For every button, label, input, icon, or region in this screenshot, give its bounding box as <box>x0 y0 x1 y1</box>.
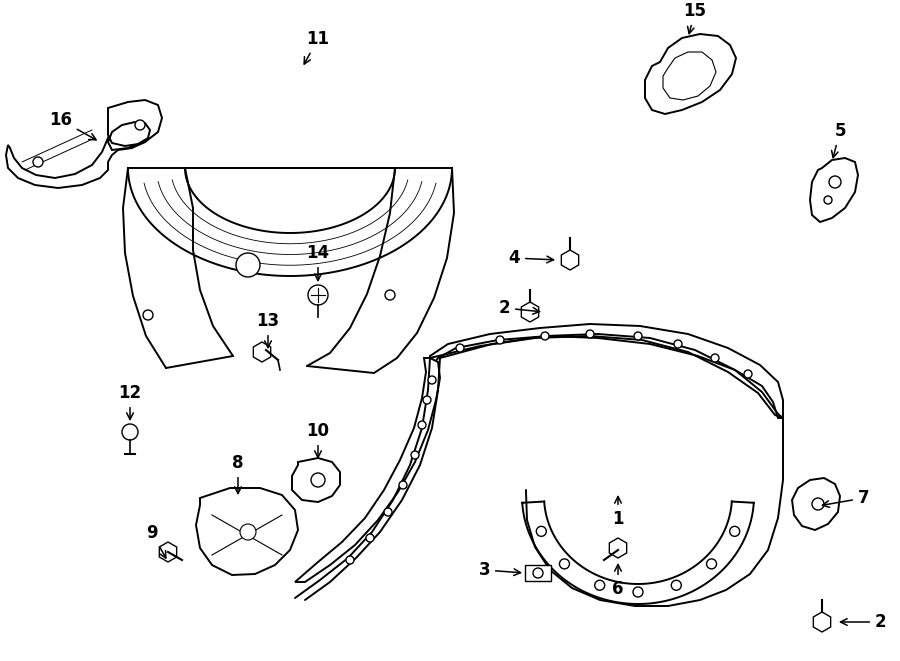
Circle shape <box>496 336 504 344</box>
Text: 2: 2 <box>499 299 539 317</box>
Circle shape <box>428 376 436 384</box>
Polygon shape <box>292 458 340 502</box>
Circle shape <box>411 451 419 459</box>
Text: 13: 13 <box>256 312 280 348</box>
Text: 10: 10 <box>307 422 329 457</box>
Text: 1: 1 <box>612 496 624 528</box>
Text: 12: 12 <box>119 384 141 420</box>
Circle shape <box>135 120 145 130</box>
Text: 11: 11 <box>304 30 329 64</box>
Circle shape <box>384 508 392 516</box>
Circle shape <box>308 285 328 305</box>
Polygon shape <box>663 52 716 100</box>
Text: 3: 3 <box>479 561 520 579</box>
Circle shape <box>399 481 407 489</box>
Text: 15: 15 <box>683 2 706 34</box>
Polygon shape <box>128 168 452 276</box>
Polygon shape <box>562 250 579 270</box>
Polygon shape <box>609 538 626 558</box>
Circle shape <box>671 580 681 590</box>
Circle shape <box>366 534 374 542</box>
Text: 6: 6 <box>612 564 624 598</box>
Circle shape <box>824 196 832 204</box>
Circle shape <box>633 587 643 597</box>
Circle shape <box>385 290 395 300</box>
Circle shape <box>711 354 719 362</box>
Polygon shape <box>196 488 298 575</box>
Polygon shape <box>430 324 783 418</box>
Polygon shape <box>521 302 539 322</box>
Polygon shape <box>525 565 551 581</box>
Circle shape <box>730 526 740 536</box>
Circle shape <box>634 332 642 340</box>
Circle shape <box>423 396 431 404</box>
Circle shape <box>346 556 354 564</box>
Text: 2: 2 <box>841 613 886 631</box>
Circle shape <box>706 559 716 569</box>
Circle shape <box>33 157 43 167</box>
Circle shape <box>536 526 546 536</box>
Polygon shape <box>253 342 271 362</box>
Text: 8: 8 <box>232 454 244 494</box>
Circle shape <box>812 498 824 510</box>
Circle shape <box>595 580 605 590</box>
Polygon shape <box>6 105 158 188</box>
Circle shape <box>311 473 325 487</box>
Text: 14: 14 <box>306 244 329 280</box>
Text: 9: 9 <box>146 524 166 558</box>
Polygon shape <box>792 478 840 530</box>
Text: 16: 16 <box>49 111 96 140</box>
Text: 7: 7 <box>823 489 869 508</box>
Circle shape <box>236 253 260 277</box>
Circle shape <box>122 424 138 440</box>
Polygon shape <box>159 542 176 562</box>
Circle shape <box>541 332 549 340</box>
Circle shape <box>744 370 752 378</box>
Text: 4: 4 <box>508 249 554 267</box>
Circle shape <box>143 310 153 320</box>
Polygon shape <box>810 158 858 222</box>
Circle shape <box>533 568 543 578</box>
Polygon shape <box>645 34 736 114</box>
Circle shape <box>829 176 841 188</box>
Text: 5: 5 <box>832 122 846 158</box>
Circle shape <box>456 344 464 352</box>
Circle shape <box>586 330 594 338</box>
Polygon shape <box>108 100 162 150</box>
Circle shape <box>560 559 570 569</box>
Circle shape <box>418 421 426 429</box>
Polygon shape <box>295 358 440 582</box>
Circle shape <box>674 340 682 348</box>
Polygon shape <box>814 612 831 632</box>
Circle shape <box>240 524 256 540</box>
